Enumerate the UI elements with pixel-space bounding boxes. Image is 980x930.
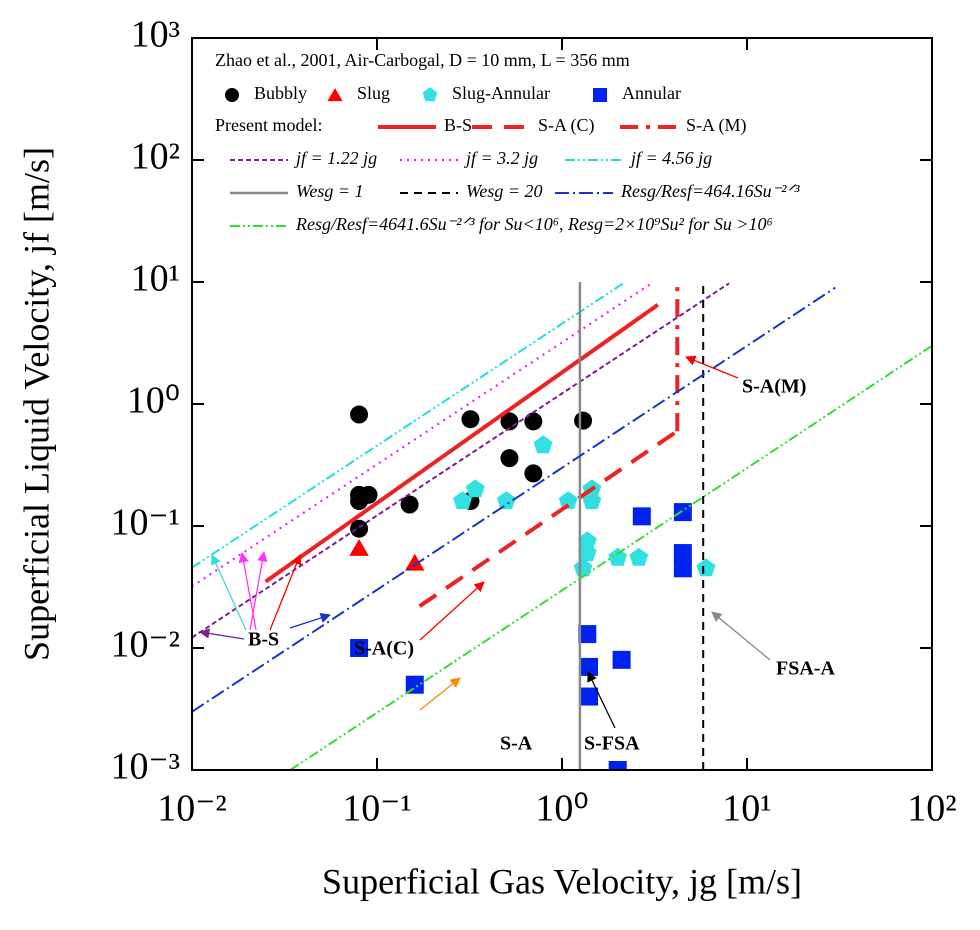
marker: [582, 491, 602, 510]
marker: [405, 675, 424, 694]
marker: [593, 88, 607, 102]
annotation: B-S: [248, 629, 279, 651]
annotation: S-FSA: [584, 733, 640, 755]
marker: [349, 539, 369, 556]
y-tick-label: 10⁻²: [111, 624, 180, 666]
marker: [673, 544, 692, 563]
y-tick-label: 10³: [131, 14, 180, 56]
marker: [577, 531, 597, 550]
plot-area: [192, 281, 932, 770]
y-tick-label: 10⁰: [127, 380, 180, 422]
legend-label: jf = 1.22 jg: [294, 148, 377, 168]
marker: [524, 464, 543, 483]
arrow: [269, 554, 302, 631]
marker: [533, 435, 553, 454]
line: [192, 286, 836, 713]
marker: [608, 761, 627, 770]
marker: [422, 87, 438, 102]
legend-label: Annular: [622, 83, 681, 103]
marker: [573, 558, 593, 577]
marker: [461, 410, 480, 429]
arrow: [587, 671, 616, 729]
arrow: [419, 581, 485, 641]
arrow: [711, 611, 771, 661]
marker: [350, 405, 369, 424]
arrow: [419, 677, 461, 711]
line: [192, 282, 730, 639]
x-axis-label: Superficial Gas Velocity, jg [m/s]: [322, 861, 802, 901]
line: [418, 429, 679, 608]
marker: [327, 88, 343, 102]
x-tick-label: 10⁰: [535, 788, 588, 830]
marker: [524, 412, 543, 431]
legend-label: Resg/Resf=464.16Su⁻²ᐟ³: [620, 181, 800, 201]
arrow: [249, 550, 268, 631]
line: [264, 303, 660, 584]
line: [192, 283, 651, 588]
marker: [225, 88, 239, 102]
annotation: S-A: [500, 733, 533, 755]
annotations: B-S S-A(C) S-A S-FSA FSA-A S-A(M): [198, 355, 835, 755]
marker: [405, 553, 425, 571]
marker: [577, 543, 597, 562]
marker: [496, 491, 516, 510]
marker: [350, 639, 369, 657]
marker: [400, 495, 419, 514]
marker: [608, 547, 628, 566]
arrow: [211, 554, 247, 631]
annotation: FSA-A: [776, 658, 835, 680]
legend-label: Resg/Resf=4641.6Su⁻²ᐟ³ for Su<10⁶, Resg=…: [295, 214, 773, 234]
arrow: [685, 355, 739, 379]
x-tick-label: 10²: [907, 788, 956, 830]
marker: [673, 559, 692, 578]
marker: [465, 479, 485, 498]
legend-label: jf = 3.2 jg: [464, 148, 538, 168]
legend-label: Bubbly: [254, 83, 307, 103]
marker: [359, 485, 378, 504]
y-tick-label: 10⁻³: [111, 746, 180, 788]
marker: [578, 625, 597, 644]
marker: [500, 449, 519, 468]
marker: [696, 558, 716, 577]
legend-label: jf = 4.56 jg: [629, 148, 712, 168]
legend-label: Slug-Annular: [452, 83, 550, 103]
y-tick-label: 10¹: [131, 258, 180, 300]
x-tick-label: 10⁻¹: [342, 788, 411, 830]
legend: Zhao et al., 2001, Air-Carbogal, D = 10 …: [215, 50, 800, 234]
marker: [453, 491, 472, 510]
marker: [580, 687, 599, 706]
legend-label: S-A (M): [686, 115, 747, 136]
line: [289, 344, 932, 770]
marker: [673, 503, 692, 522]
marker: [350, 519, 369, 538]
annotation: S-A(M): [742, 376, 806, 398]
legend-group: Present model:: [215, 115, 322, 135]
arrow: [238, 551, 257, 631]
marker: [632, 507, 651, 526]
line: [192, 281, 626, 569]
legend-label: B-S: [444, 115, 472, 135]
x-tick-label: 10⁻²: [157, 788, 226, 830]
legend-label: Wesg = 20: [466, 181, 542, 201]
marker: [629, 547, 649, 566]
marker: [574, 411, 593, 430]
legend-label: S-A (C): [538, 115, 595, 136]
legend-title: Zhao et al., 2001, Air-Carbogal, D = 10 …: [215, 50, 630, 70]
y-tick-label: 10⁻¹: [111, 502, 180, 544]
marker: [558, 491, 578, 510]
legend-label: Slug: [357, 83, 390, 103]
y-tick-label: 10²: [131, 136, 180, 178]
arrow: [198, 628, 245, 640]
y-axis-label: Superficial Liquid Velocity, jf [m/s]: [16, 147, 56, 661]
marker: [612, 650, 631, 669]
arrow: [289, 612, 331, 629]
x-tick-label: 10¹: [722, 788, 771, 830]
annotation: S-A(C): [354, 638, 414, 660]
legend-label: Wesg = 1: [296, 181, 363, 201]
